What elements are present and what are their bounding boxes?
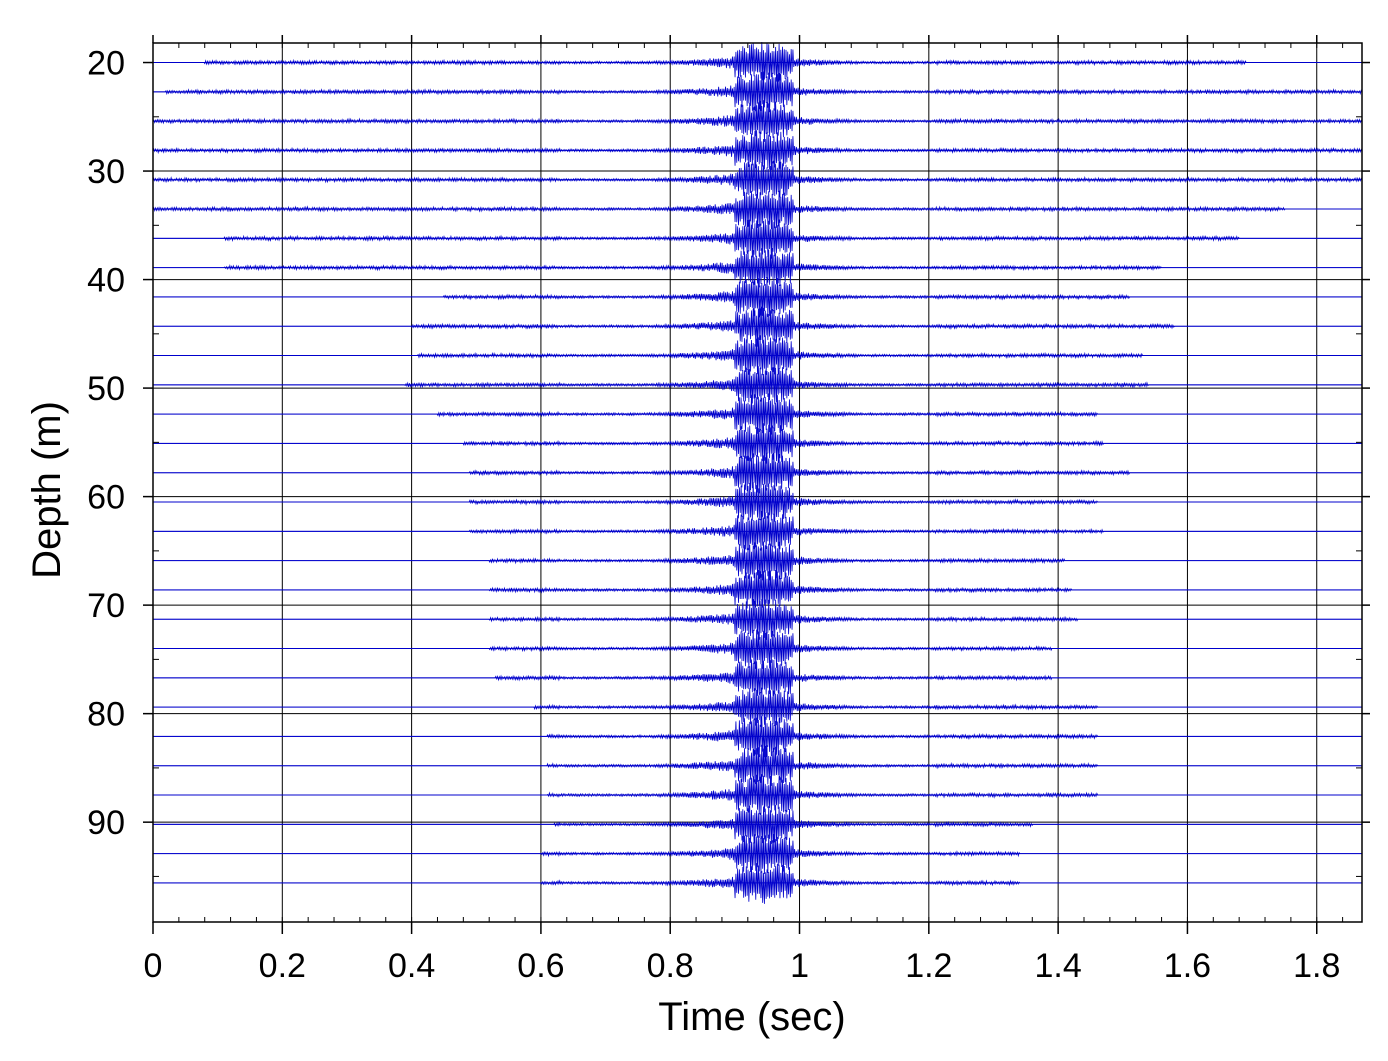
seismic-trace: [153, 744, 1362, 786]
x-tick-label: 1.2: [905, 947, 952, 985]
x-tick-label: 1.8: [1293, 947, 1340, 985]
seismic-trace: [153, 629, 1362, 669]
y-tick-label: 60: [87, 479, 125, 517]
seismic-trace: [152, 100, 1363, 142]
x-axis-title: Time (sec): [658, 995, 845, 1039]
y-tick-label: 40: [87, 262, 125, 300]
seismic-trace: [153, 599, 1362, 640]
seismic-trace: [153, 277, 1362, 318]
seismic-trace: [152, 130, 1363, 170]
seismic-trace: [153, 716, 1362, 758]
y-tick-label: 20: [87, 45, 125, 83]
x-tick-label: 1: [790, 947, 809, 985]
seismic-trace: [153, 306, 1362, 347]
seismic-trace: [153, 247, 1362, 288]
y-tick-label: 80: [87, 696, 125, 734]
x-tick-label: 0.4: [388, 947, 435, 985]
axis-layer: 0 0.2 0.4 0.6 0.8 1 1.2 1.4 1.6 1.8 20 30 40 50 60 70 80…: [87, 35, 1370, 985]
seismic-trace: [153, 393, 1362, 435]
seismic-trace: [153, 42, 1362, 82]
seismic-trace: [153, 366, 1362, 405]
seismic-trace: [153, 482, 1362, 522]
x-tick-label: 0.2: [259, 947, 306, 985]
seismic-trace: [152, 160, 1363, 199]
seismic-trace: [153, 452, 1362, 494]
seismic-trace: [153, 659, 1362, 697]
seismic-trace: [153, 805, 1362, 844]
x-tick-label: 0.6: [517, 947, 564, 985]
x-tick-label: 1.6: [1164, 947, 1211, 985]
x-tick-label: 1.4: [1035, 947, 1082, 985]
seismic-trace: [152, 190, 1362, 230]
y-tick-label: 30: [87, 153, 125, 191]
seismic-trace: [153, 687, 1362, 727]
seismic-trace: [153, 863, 1362, 904]
plot-frame: [152, 42, 1363, 923]
trace-layer: [152, 42, 1363, 904]
seismic-trace: [153, 569, 1362, 609]
seismic-trace: [153, 219, 1362, 259]
seismic-trace: [153, 833, 1362, 874]
y-axis-title: Depth (m): [25, 401, 69, 579]
seismic-trace: [153, 423, 1362, 464]
seismic-trace: [153, 541, 1362, 581]
seismic-trace: [153, 335, 1362, 376]
seismic-trace: [153, 71, 1363, 113]
y-tick-label: 90: [87, 804, 125, 842]
y-tick-label: 50: [87, 370, 125, 408]
x-tick-label: 0: [144, 947, 163, 985]
y-tick-label: 70: [87, 587, 125, 625]
seismic-trace: [153, 510, 1362, 551]
x-tick-label: 0.8: [647, 947, 694, 985]
seismic-trace: [153, 774, 1362, 815]
